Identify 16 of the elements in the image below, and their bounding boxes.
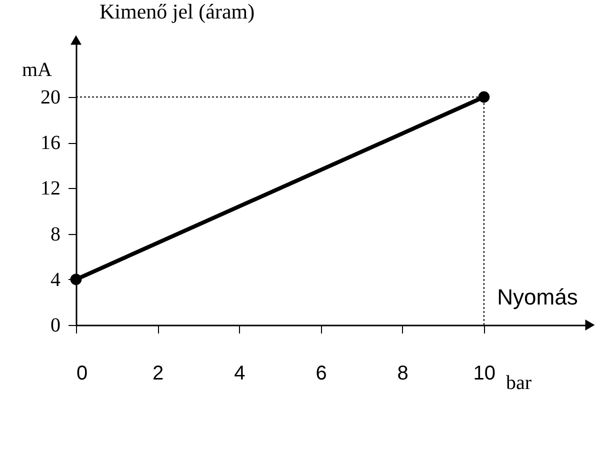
x-tick-label: 0 bbox=[76, 362, 88, 384]
y-tick-label: 8 bbox=[50, 223, 60, 246]
y-tick-label: 12 bbox=[40, 178, 60, 200]
x-tick-label: 4 bbox=[234, 362, 246, 384]
y-axis-title: Kimenő jel (áram) bbox=[100, 0, 255, 24]
y-tick-label: 0 bbox=[50, 314, 60, 336]
x-axis-title: Nyomás bbox=[497, 284, 578, 310]
x-tick-label: 2 bbox=[152, 362, 164, 384]
text: mA bbox=[22, 59, 53, 81]
y-tick-label: 4 bbox=[50, 268, 60, 291]
x-tick-label: 10 bbox=[473, 362, 496, 384]
x-tick-label: 8 bbox=[397, 362, 408, 384]
x-tick-label: 6 bbox=[316, 362, 327, 384]
y-tick-label: 20 bbox=[40, 86, 60, 108]
text: bar bbox=[506, 372, 532, 394]
y-tick-label: 16 bbox=[40, 132, 60, 154]
